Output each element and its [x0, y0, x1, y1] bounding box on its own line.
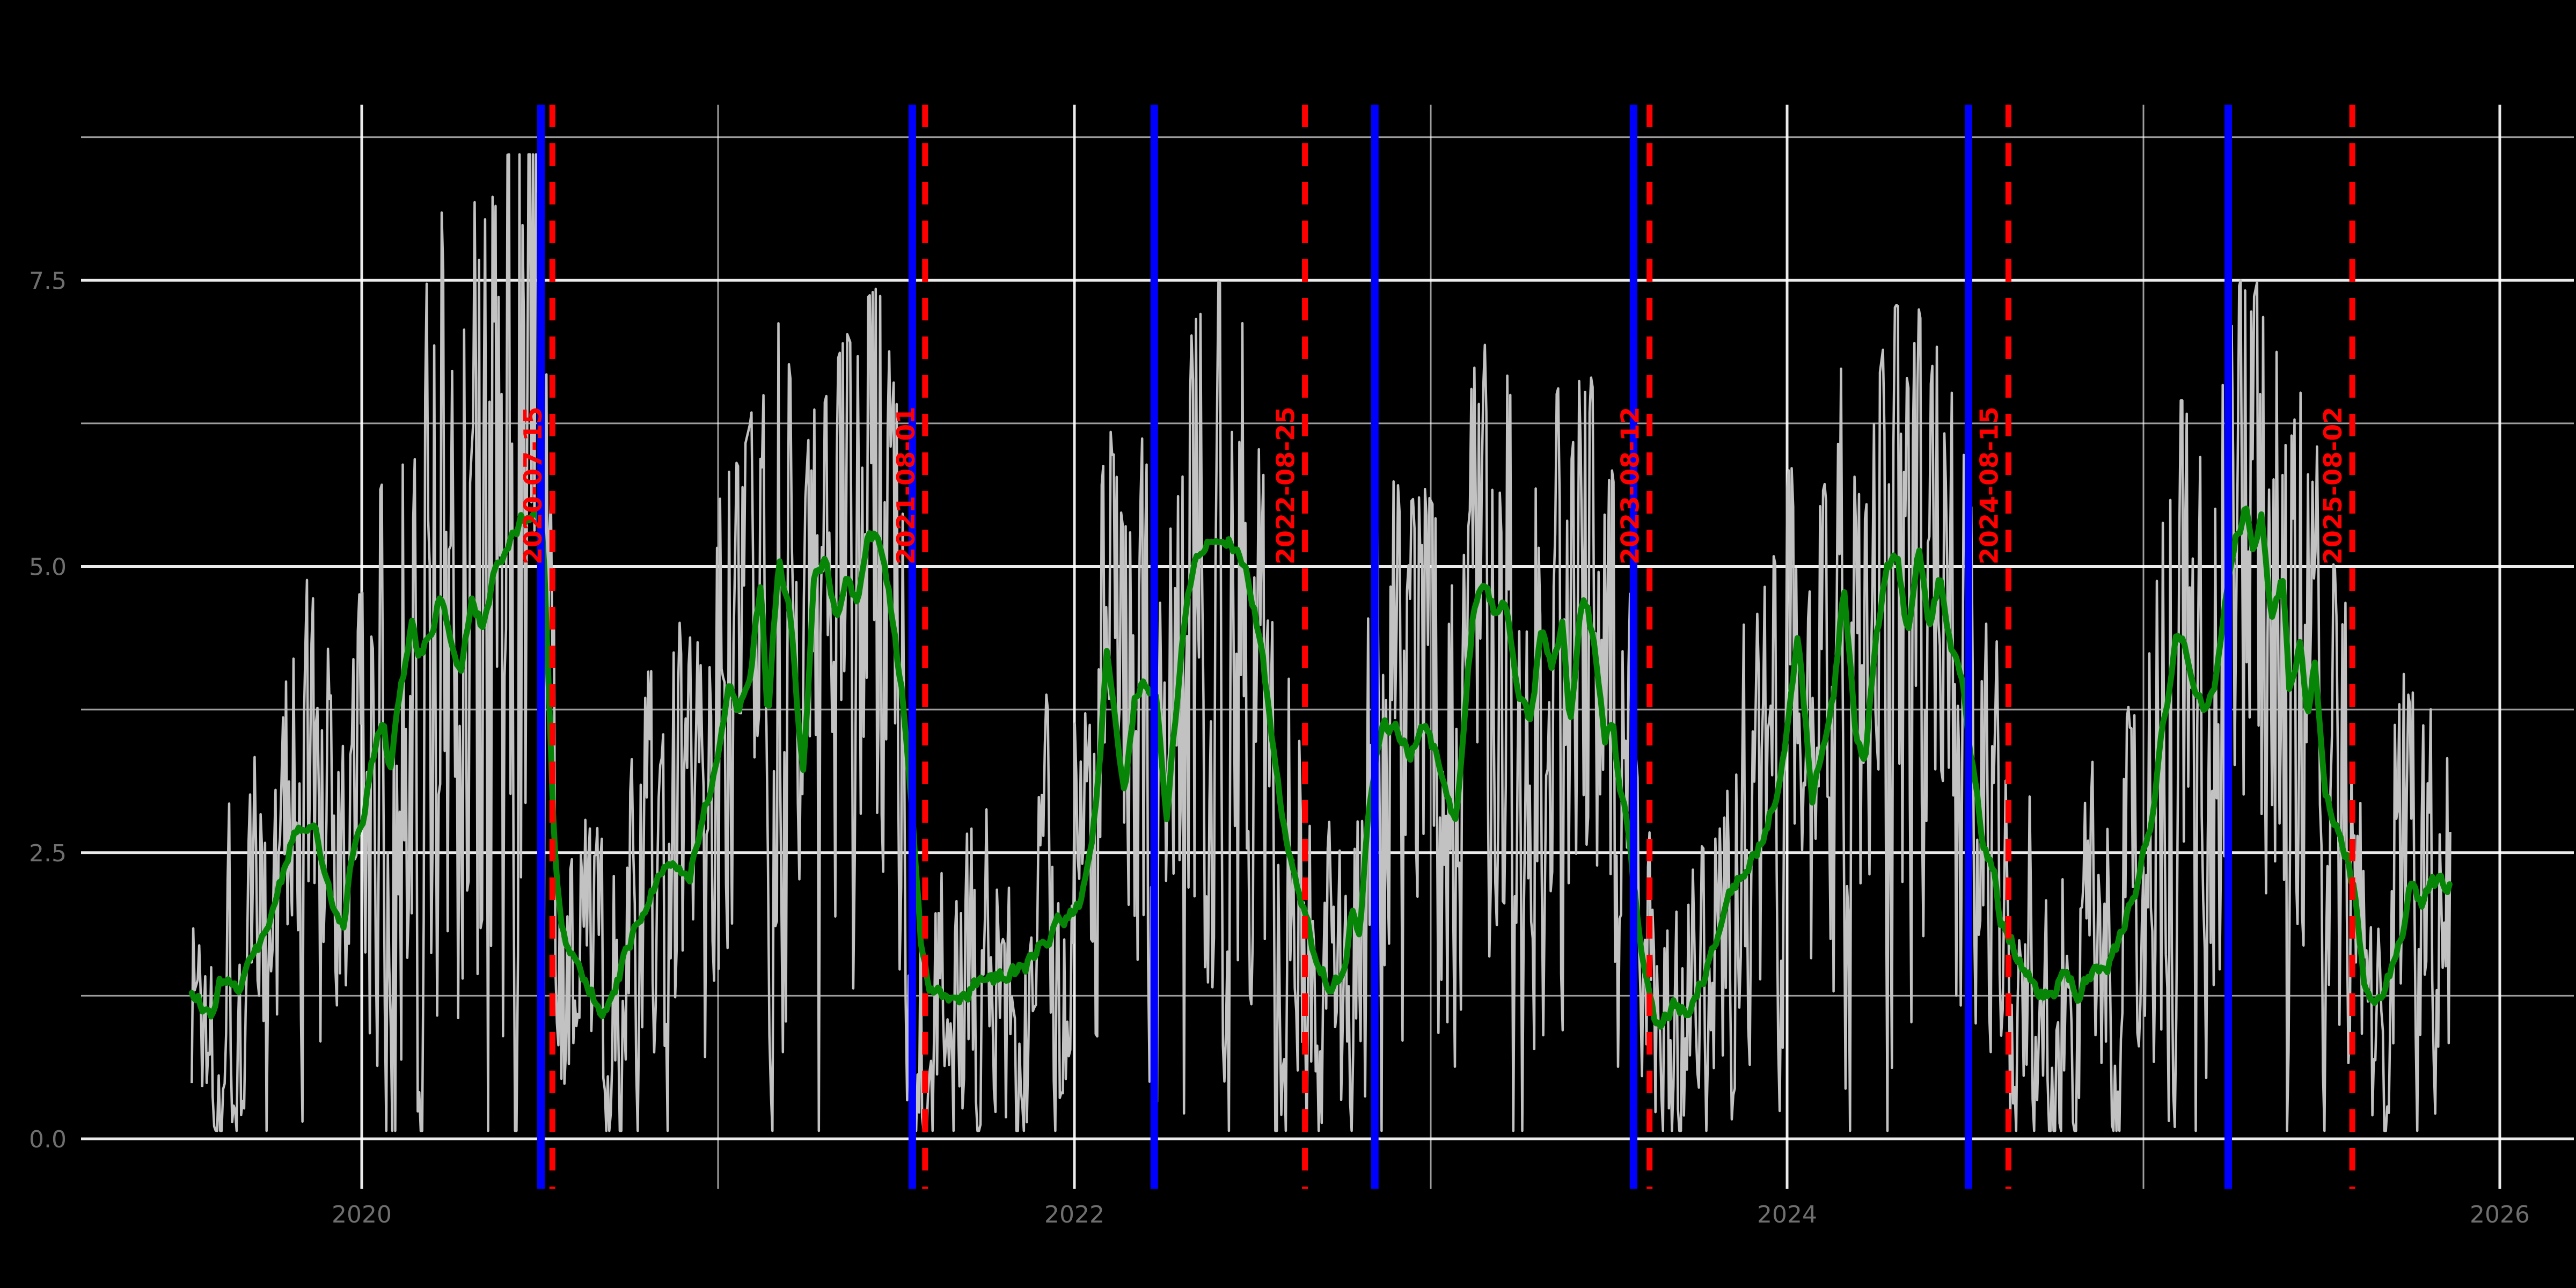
red-date-label: 2023-08-12: [1616, 407, 1645, 565]
red-date-label: 2024-08-15: [1974, 407, 2003, 565]
red-date-labels: 2020-07-15 2021-08-01 2022-08-25 2023-08-12…: [518, 407, 2347, 565]
red-date-lines: [549, 105, 2355, 1189]
y-tick-label: 7.5: [29, 267, 67, 295]
blue-event-lines: [537, 105, 2233, 1189]
y-tick-label: 2.5: [29, 840, 67, 867]
smoothed-series-line: [188, 506, 2453, 1030]
x-tick-label: 2024: [1757, 1201, 1817, 1228]
daily-series-line: [191, 153, 2451, 1132]
y-tick-label: 5.0: [29, 554, 67, 581]
x-axis-tick-labels: 2020 2022 2024 2026: [332, 1201, 2530, 1228]
red-date-label: 2021-08-01: [891, 407, 920, 565]
red-date-label: 2022-08-25: [1271, 407, 1300, 565]
red-date-label: 2020-07-15: [518, 407, 547, 565]
x-tick-label: 2026: [2470, 1201, 2530, 1228]
x-tick-label: 2020: [332, 1201, 392, 1228]
y-tick-label: 0.0: [29, 1126, 67, 1153]
y-axis-tick-labels: 0.0 2.5 5.0 7.5: [29, 267, 67, 1153]
x-tick-label: 2022: [1044, 1201, 1104, 1228]
series-layer: [188, 153, 2453, 1132]
red-date-label: 2025-08-02: [2318, 407, 2347, 565]
